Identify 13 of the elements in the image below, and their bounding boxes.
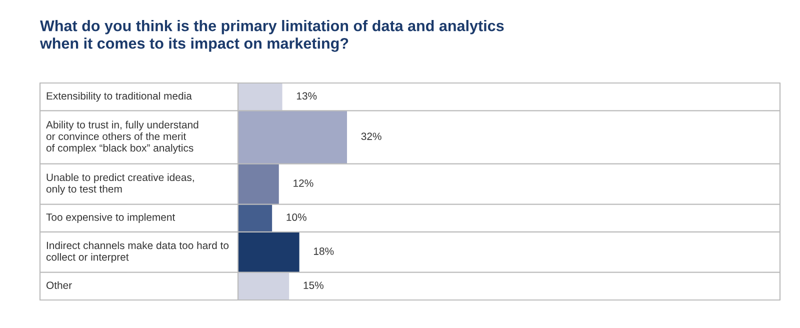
data-label: 18% xyxy=(314,248,334,255)
data-label: 15% xyxy=(304,282,324,289)
data-label: 12% xyxy=(294,179,314,187)
y-tick-label: Too expensive to implement xyxy=(46,213,176,223)
data-label: 13% xyxy=(296,92,317,100)
chart-title: What do you think is the primary limitation of data and analytics when it comes to its impact on marketing? xyxy=(40,20,504,52)
y-tick-label: Unable to predict creative ideas, only to test them xyxy=(46,173,194,195)
y-tick-label: Indirect channels make data too hard to collect or interpret xyxy=(46,241,229,263)
y-tick-label: Extensibility to traditional media xyxy=(46,92,192,102)
data-label: 32% xyxy=(361,132,382,140)
y-tick-label: Other xyxy=(46,281,72,289)
y-tick-label: Ability to trust in, fully understand or convince others of the merit of complex “black box” analytics xyxy=(46,120,198,154)
data-label: 10% xyxy=(286,214,306,221)
